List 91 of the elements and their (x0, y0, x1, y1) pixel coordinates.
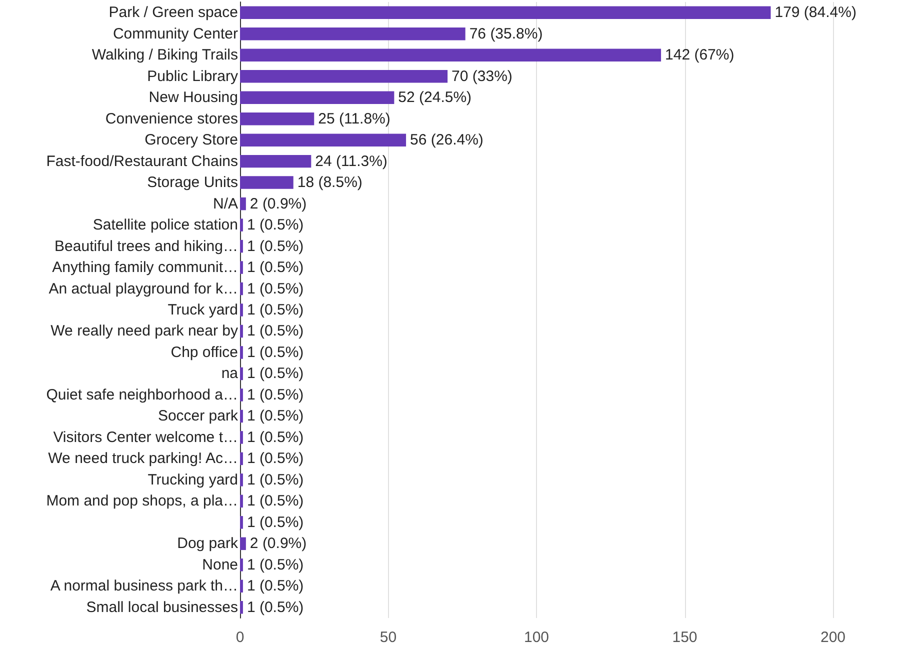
data-label: 24 (11.3%) (315, 152, 388, 170)
x-tick-label: 100 (524, 629, 550, 645)
y-tick-label: na (221, 365, 239, 382)
data-label: 1 (0.5%) (246, 216, 304, 234)
data-label: 1 (0.5%) (246, 408, 304, 425)
y-tick-label: Anything family communit… (52, 259, 238, 276)
data-label: 1 (0.5%) (246, 450, 304, 468)
bar (240, 516, 243, 529)
bar (240, 537, 246, 550)
data-label: 1 (0.5%) (246, 344, 304, 361)
bar (240, 91, 394, 104)
bar (240, 304, 243, 316)
data-label: 1 (0.5%) (246, 598, 304, 616)
data-label: 56 (26.4%) (410, 132, 484, 149)
y-tick-label: None (202, 556, 238, 574)
y-tick-label: Quiet safe neighborhood a… (46, 386, 238, 404)
bar (240, 452, 243, 466)
y-tick-label: An actual playground for k… (48, 280, 238, 298)
y-tick-label: Park / Green space (108, 4, 238, 22)
bar (240, 70, 448, 83)
bar (240, 474, 243, 486)
data-label: 1 (0.5%) (246, 302, 304, 318)
bar (240, 48, 662, 62)
bar (240, 197, 246, 210)
bar (240, 410, 243, 423)
y-tick-label: We really need park near by (50, 322, 238, 340)
bar (240, 324, 243, 338)
y-tick-label: Grocery Store (144, 132, 238, 149)
bar (240, 388, 243, 402)
y-tick-label: Fast-food/Restaurant Chains (46, 152, 238, 170)
data-label: 76 (35.8%) (469, 25, 543, 42)
bar (240, 346, 243, 359)
data-label: 1 (0.5%) (246, 556, 304, 574)
data-label: 1 (0.5%) (246, 259, 304, 276)
bar (240, 134, 406, 146)
y-tick-label: Visitors Center welcome t… (53, 428, 238, 446)
y-tick-label: N/A (212, 195, 238, 212)
data-label: 1 (0.5%) (246, 386, 304, 404)
y-tick-label: Public Library (147, 68, 238, 85)
y-tick-label: Soccer park (158, 408, 238, 425)
data-label: 1 (0.5%) (246, 578, 304, 595)
y-tick-label: Dog park (177, 535, 238, 552)
bar (240, 601, 243, 614)
y-tick-label: A normal business park th… (50, 578, 238, 595)
data-label: 25 (11.8%) (318, 110, 390, 128)
y-tick-label: Satellite police station (92, 216, 238, 234)
bar (240, 431, 243, 444)
data-label: 1 (0.5%) (246, 471, 304, 488)
bar (240, 282, 243, 296)
bar (240, 112, 314, 126)
data-label: 52 (24.5%) (398, 89, 472, 106)
bar (240, 494, 243, 508)
bar (240, 6, 771, 19)
y-tick-label: Walking / Biking Trails (92, 46, 238, 64)
bar (240, 367, 243, 380)
bar (240, 27, 466, 40)
bar (240, 218, 243, 232)
y-tick-label: New Housing (148, 89, 238, 106)
data-label: 2 (0.9%) (250, 195, 307, 212)
y-tick-label: Truck yard (168, 302, 238, 318)
y-tick-label: Chp office (170, 344, 238, 361)
x-tick-label: 200 (820, 629, 846, 645)
data-label: 1 (0.5%) (246, 514, 304, 531)
data-label: 1 (0.5%) (246, 365, 304, 382)
y-tick-label: Convenience stores (105, 110, 238, 128)
y-tick-label: Small local businesses (86, 598, 238, 616)
bar (240, 558, 243, 572)
bar (240, 240, 243, 253)
bar (240, 580, 243, 593)
x-tick-label: 0 (236, 629, 244, 645)
data-label: 70 (33%) (452, 68, 512, 85)
data-label: 1 (0.5%) (246, 428, 304, 446)
data-label: 18 (8.5%) (297, 174, 362, 192)
bar (240, 261, 243, 274)
y-tick-label: Community Center (112, 25, 238, 42)
y-tick-label: Mom and pop shops, a pla… (46, 492, 238, 510)
data-label: 142 (67%) (665, 46, 734, 64)
bar (240, 154, 312, 168)
data-label: 1 (0.5%) (246, 492, 304, 510)
data-label: 2 (0.9%) (250, 535, 307, 552)
data-label: 179 (84.4%) (774, 4, 856, 22)
y-tick-label: Beautiful trees and hiking… (54, 238, 238, 255)
data-label: 1 (0.5%) (246, 238, 304, 255)
y-tick-label: We need truck parking! Ac… (48, 450, 238, 468)
data-label: 1 (0.5%) (246, 322, 304, 340)
x-tick-label: 50 (380, 629, 397, 645)
data-label: 1 (0.5%) (246, 280, 304, 298)
bar (240, 176, 294, 189)
y-tick-label: Trucking yard (148, 471, 238, 488)
x-tick-label: 150 (672, 629, 698, 645)
y-tick-label: Storage Units (147, 174, 238, 192)
